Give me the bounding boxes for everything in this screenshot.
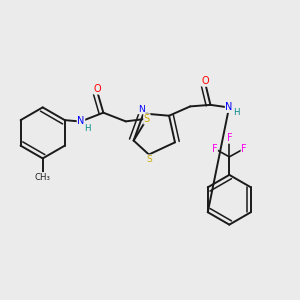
Text: N: N	[138, 105, 145, 114]
Text: F: F	[226, 133, 232, 143]
Text: O: O	[94, 84, 102, 94]
Text: S: S	[147, 155, 152, 164]
Text: H: H	[84, 124, 90, 133]
Text: CH₃: CH₃	[35, 172, 51, 182]
Text: F: F	[241, 144, 247, 154]
Text: N: N	[77, 116, 85, 126]
Text: N: N	[225, 102, 233, 112]
Text: O: O	[202, 76, 210, 86]
Text: S: S	[144, 114, 150, 124]
Text: H: H	[233, 108, 239, 117]
Text: F: F	[212, 144, 217, 154]
